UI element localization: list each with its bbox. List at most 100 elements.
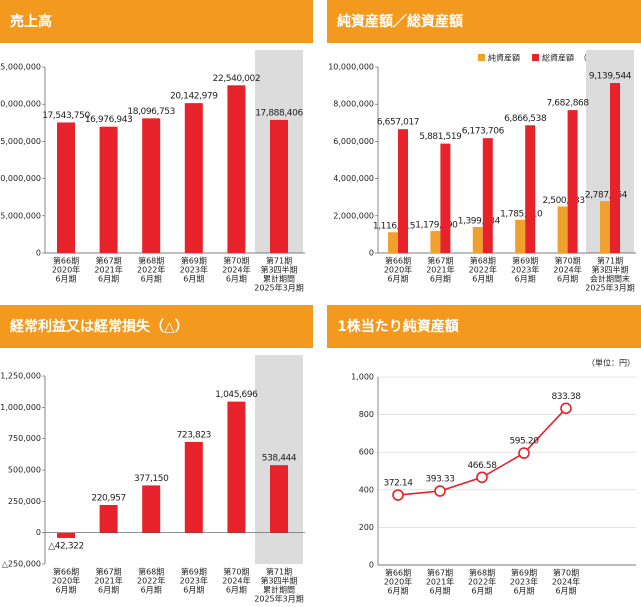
bar [57,532,75,538]
y-tick-label: 6,000,000 [333,137,374,146]
y-tick-label: 500,000 [8,466,41,475]
x-tick-label: 第70期 [223,567,249,577]
y-tick-label: 1,000 [351,373,374,382]
bar [610,83,620,253]
x-tick-label: 6月期 [387,275,408,284]
x-tick-label: 6月期 [557,275,578,284]
value-label: 16,976,943 [85,115,133,125]
x-tick-label: 第66期 [53,256,79,266]
x-tick-label: 累計期間 [263,274,295,284]
bar [142,118,161,253]
value-label: 2,500,133 [542,196,584,206]
bar [515,219,526,253]
x-tick-label: 6月期 [55,275,76,284]
marker [434,485,446,497]
y-tick-label: 2,000,000 [333,211,374,220]
x-tick-label: 6月期 [430,275,451,284]
value-label: △42,322 [48,541,84,551]
x-tick-label: 6月期 [429,587,450,596]
bar [99,504,118,533]
legend-swatch [478,54,485,61]
y-tick-label: 0 [36,249,41,258]
x-tick-label: 2023年 [180,265,208,275]
x-tick-label: 第67期 [427,256,453,266]
x-tick-label: 2020年 [52,265,80,275]
y-tick-label: 250,000 [8,497,41,506]
x-tick-label: 6月期 [98,275,119,284]
y-tick-label: 10,000,000 [328,63,374,72]
bar [227,85,246,253]
value-label: 18,096,753 [127,107,175,117]
x-tick-label: 2021年 [94,576,122,586]
x-tick-label: 2021年 [426,577,454,587]
bar [99,126,118,253]
header [327,0,641,43]
value-label: 833.38 [551,392,581,402]
value-label: 220,957 [91,493,125,503]
value-label: 5,881,519 [419,132,462,142]
x-tick-label: 2024年 [222,576,250,586]
chart-title: 経常利益又は経常損失（△） [10,318,189,335]
y-tick-label: 15,000,000 [0,137,41,146]
y-tick-label: 1,250,000 [0,372,41,381]
x-tick-label: 6月期 [226,275,247,284]
x-tick-label: 第3四半期 [260,265,297,275]
x-tick-label: 第70期 [555,256,581,266]
x-tick-label: 第3四半期 [591,265,628,275]
legend-label: 純資産額 [488,53,520,63]
value-label: 6,657,017 [377,118,419,128]
x-tick-label: 2022年 [137,265,165,275]
bar [184,103,203,254]
x-tick-label: 2023年 [510,577,538,587]
y-tick-label: 600 [359,448,374,457]
x-tick-label: 2025年3月期 [254,283,303,293]
value-label: 377,150 [134,474,169,484]
bar [600,201,610,253]
x-tick-label: 第68期 [138,567,164,577]
legend-swatch [532,54,539,61]
marker [518,447,530,459]
y-tick-label: 0 [369,249,374,258]
x-tick-label: 第70期 [553,568,579,578]
bar [557,206,568,253]
x-tick-label: 第67期 [96,256,122,266]
bar [430,231,441,253]
x-tick-label: 第66期 [385,256,411,266]
bar [270,119,288,253]
x-tick-label: 第69期 [511,568,537,578]
value-label: 9,139,544 [589,72,632,82]
chart-title: 売上高 [10,13,52,30]
y-tick-label: 10,000,000 [0,174,41,183]
x-tick-label: 6月期 [183,586,204,595]
value-label: 2,787,654 [585,191,628,201]
value-label: 1,399,734 [458,216,501,226]
bar [525,125,536,253]
x-tick-label: 第69期 [181,567,207,577]
marker [392,489,404,501]
x-tick-label: 2020年 [384,577,412,587]
y-tick-label: 750,000 [8,434,41,443]
header [327,305,641,348]
value-label: 1,116,415 [373,222,415,232]
x-tick-label: 第66期 [385,568,411,578]
bar [398,129,408,253]
bar [388,232,398,253]
y-tick-label: 1,000,000 [0,403,41,412]
x-tick-label: 2022年 [469,265,497,275]
y-tick-label: 800 [359,410,374,419]
x-tick-label: 第71期 [266,567,292,577]
x-tick-label: 2023年 [511,265,539,275]
bar [567,110,578,253]
x-tick-label: 累計期間 [263,585,295,595]
x-tick-label: 2024年 [553,265,581,275]
y-tick-label: 0 [369,561,374,570]
x-tick-label: 2020年 [384,265,412,275]
x-tick-label: 第68期 [138,256,164,266]
value-label: 7,682,868 [546,99,589,109]
x-tick-label: 第67期 [427,568,453,578]
y-tick-label: 200 [359,523,374,532]
x-tick-label: 第69期 [181,256,207,266]
x-tick-label: 6月期 [515,275,536,284]
x-tick-label: 会計期間末 [590,274,630,284]
